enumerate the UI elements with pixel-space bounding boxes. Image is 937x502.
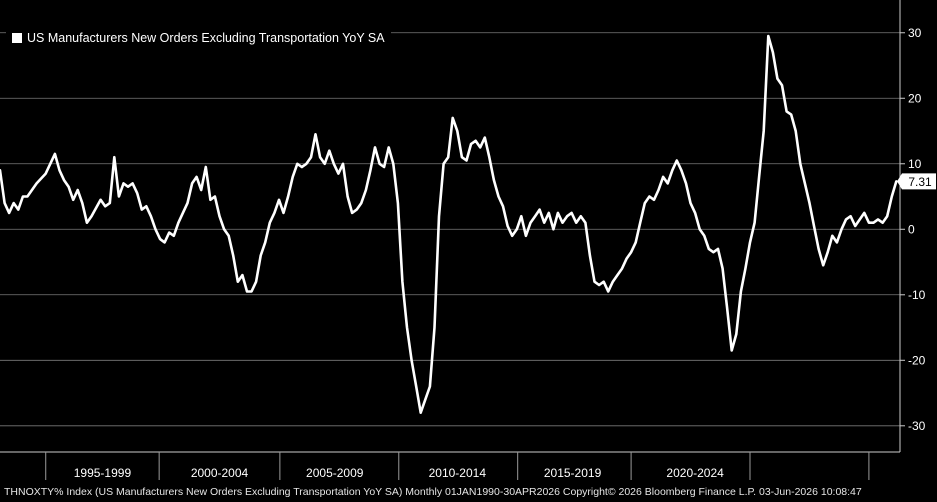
last-value-box <box>897 173 936 190</box>
y-tick-label: -30 <box>908 419 926 433</box>
last-value-marker: 7.31 <box>897 173 936 190</box>
y-tick-label: 0 <box>908 222 915 236</box>
x-tick-label: 2000-2004 <box>191 466 249 480</box>
x-tick-label: 2010-2014 <box>429 466 487 480</box>
legend-label: US Manufacturers New Orders Excluding Tr… <box>27 31 385 45</box>
gridlines <box>0 32 900 427</box>
plot-area <box>0 34 898 414</box>
x-tick-label: 2020-2024 <box>666 466 724 480</box>
chart-footer: THNOXTY% Index (US Manufacturers New Ord… <box>4 486 862 498</box>
y-tick-label: -10 <box>908 288 926 302</box>
y-axis: 30 20 10 0 -10 -20 -30 <box>899 0 926 452</box>
series-line <box>0 34 898 414</box>
y-tick-label: 10 <box>908 157 922 171</box>
x-tick-label: 1995-1999 <box>74 466 132 480</box>
x-tick-label: 2015-2019 <box>544 466 602 480</box>
x-tick-label: 2005-2009 <box>306 466 364 480</box>
x-axis: 1995-1999 2000-2004 2005-2009 2010-2014 2015… <box>0 451 900 480</box>
last-value-label: 7.31 <box>908 175 932 189</box>
y-tick-label: 20 <box>908 91 922 105</box>
legend-swatch <box>12 33 22 43</box>
y-tick-label: 30 <box>908 26 922 40</box>
legend: US Manufacturers New Orders Excluding Tr… <box>6 29 391 48</box>
y-tick-label: -20 <box>908 353 926 367</box>
